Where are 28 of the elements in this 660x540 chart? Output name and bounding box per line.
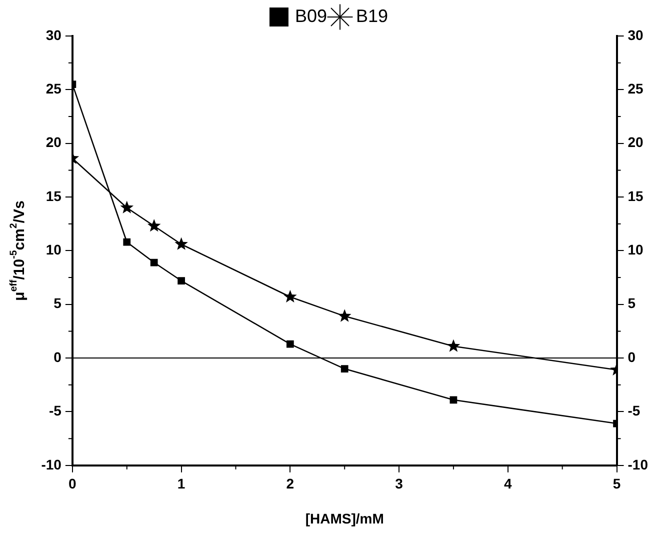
y2-tick-label: 15 — [628, 188, 644, 204]
x-tick-label: 0 — [68, 476, 77, 492]
y-tick-label: 0 — [54, 348, 62, 365]
y2-tick-label: -10 — [628, 456, 648, 472]
x-tick-label: 3 — [395, 476, 404, 492]
x-tick-label: 2 — [286, 476, 294, 492]
y-tick-label: -5 — [48, 402, 62, 419]
y-tick-label: 30 — [46, 26, 62, 43]
y2-tick-label: 25 — [628, 80, 644, 97]
y-tick-label: 20 — [46, 134, 62, 150]
y-tick-label: -10 — [41, 456, 62, 472]
y2-tick-label: 20 — [628, 134, 644, 150]
y-tick-label: 10 — [46, 242, 62, 258]
y-tick-label: 15 — [46, 188, 62, 204]
y-tick-label: 25 — [46, 80, 62, 97]
y2-tick-label: 10 — [628, 242, 644, 258]
x-tick-label: 5 — [612, 476, 621, 492]
y2-tick-label: 5 — [628, 295, 636, 312]
y2-tick-label: -5 — [628, 402, 640, 419]
y-tick-label: 5 — [54, 295, 62, 312]
legend-label: B09 — [294, 6, 328, 26]
y2-tick-label: 30 — [628, 26, 644, 43]
y-axis-title: μeff/10-5cm2/Vs — [8, 200, 28, 301]
legend-label: B19 — [356, 6, 388, 26]
x-tick-label: 1 — [177, 476, 186, 492]
y2-tick-label: 0 — [628, 348, 636, 365]
x-tick-label: 4 — [504, 476, 512, 492]
x-axis-title: [HAMS]/mM — [305, 510, 384, 526]
